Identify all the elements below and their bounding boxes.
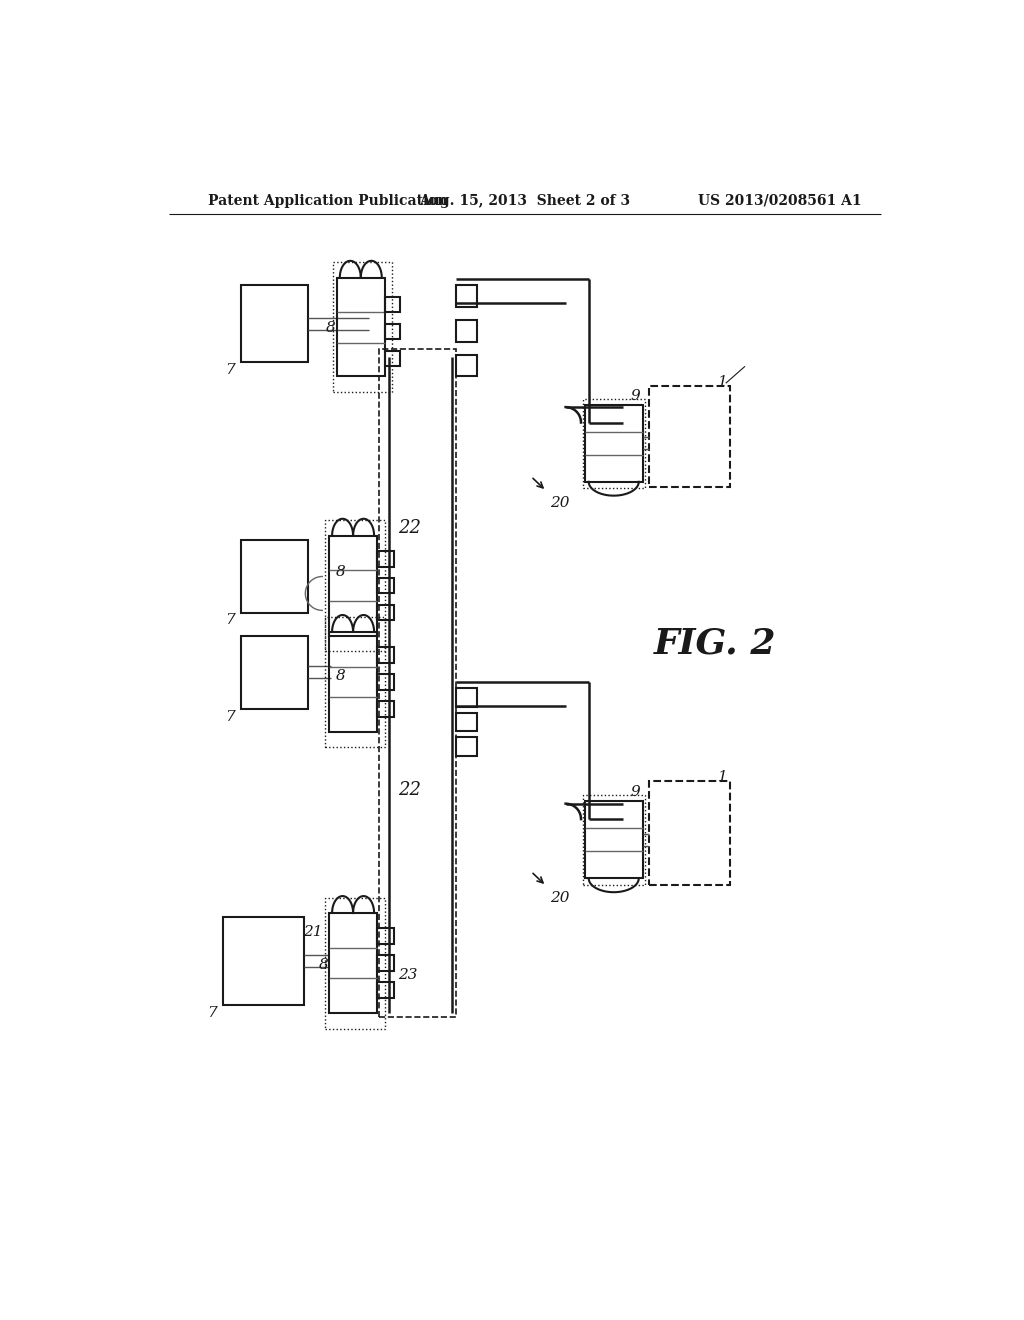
Bar — [377, 956, 394, 970]
Bar — [337, 277, 385, 376]
Bar — [583, 399, 645, 488]
Bar — [330, 632, 377, 733]
Text: 7: 7 — [224, 363, 234, 378]
Bar — [377, 605, 394, 620]
Bar — [333, 263, 391, 392]
Text: Patent Application Publication: Patent Application Publication — [208, 194, 447, 207]
Bar — [649, 780, 730, 884]
Text: 20: 20 — [550, 891, 569, 904]
Bar — [456, 285, 477, 308]
Text: 20: 20 — [550, 496, 569, 511]
Text: US 2013/0208561 A1: US 2013/0208561 A1 — [698, 194, 862, 207]
Bar — [385, 297, 400, 313]
Bar — [330, 536, 377, 636]
Text: 8: 8 — [336, 565, 345, 579]
Bar — [241, 540, 308, 612]
Bar — [377, 647, 394, 663]
Text: 23: 23 — [398, 968, 418, 982]
Bar — [585, 801, 643, 878]
Text: 9: 9 — [630, 388, 640, 403]
Bar — [377, 578, 394, 594]
Bar — [456, 688, 477, 706]
Text: 22: 22 — [397, 781, 421, 799]
Bar — [456, 713, 477, 731]
Text: 9: 9 — [630, 785, 640, 799]
Text: Aug. 15, 2013  Sheet 2 of 3: Aug. 15, 2013 Sheet 2 of 3 — [419, 194, 631, 207]
Text: FIG. 2: FIG. 2 — [654, 627, 776, 660]
Bar — [223, 917, 304, 1006]
Bar — [377, 701, 394, 717]
Text: 7: 7 — [224, 614, 234, 627]
Bar — [585, 405, 643, 482]
Bar — [583, 795, 645, 884]
Bar — [385, 351, 400, 367]
Bar — [241, 636, 308, 709]
Bar — [330, 913, 377, 1014]
Bar — [241, 285, 308, 363]
Text: 8: 8 — [336, 669, 345, 682]
Bar — [456, 321, 477, 342]
Text: 8: 8 — [326, 321, 336, 335]
Text: 8: 8 — [319, 957, 329, 972]
Bar — [326, 520, 385, 651]
Bar — [456, 738, 477, 756]
Text: 7: 7 — [207, 1006, 217, 1020]
Bar — [385, 323, 400, 339]
Text: 21: 21 — [303, 925, 323, 940]
Bar — [377, 552, 394, 566]
Bar — [377, 675, 394, 689]
Bar — [377, 928, 394, 944]
Text: 1: 1 — [718, 770, 728, 784]
Bar — [377, 982, 394, 998]
Text: 1: 1 — [718, 375, 728, 388]
Bar — [379, 350, 456, 1016]
Text: 7: 7 — [224, 710, 234, 723]
Bar — [456, 355, 477, 376]
Bar — [649, 385, 730, 487]
Bar — [326, 616, 385, 747]
Bar — [326, 898, 385, 1028]
Text: 22: 22 — [397, 519, 421, 537]
